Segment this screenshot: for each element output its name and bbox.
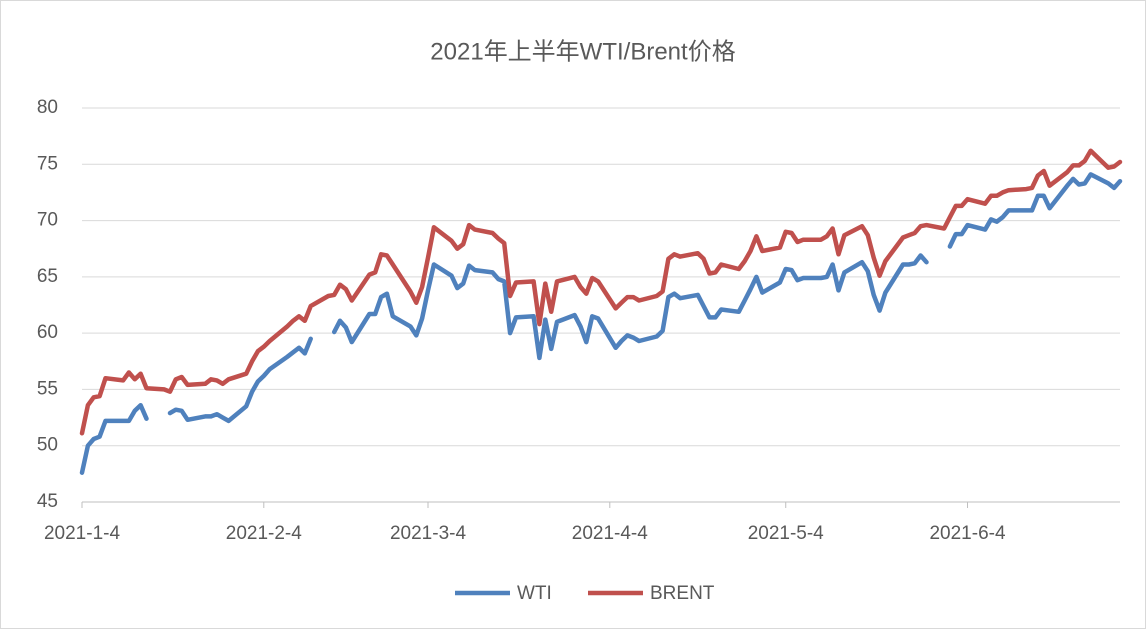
y-tick-label: 55	[37, 378, 58, 399]
y-tick-label: 75	[37, 153, 58, 174]
x-tick-label: 2021-2-4	[226, 523, 302, 544]
x-tick-label: 2021-5-4	[748, 523, 824, 544]
x-tick-label: 2021-4-4	[572, 523, 648, 544]
x-tick-label: 2021-1-4	[44, 523, 120, 544]
x-tick-label: 2021-6-4	[929, 523, 1005, 544]
y-tick-label: 80	[37, 97, 58, 118]
legend-label: BRENT	[650, 583, 715, 604]
y-tick-label: 65	[37, 266, 58, 287]
y-tick-label: 50	[37, 435, 58, 456]
line-series	[79, 148, 1123, 436]
legend-label: WTI	[517, 583, 552, 604]
line-series	[79, 172, 1123, 475]
chart-title: 2021年上半年WTI/Brent价格	[430, 38, 735, 65]
y-tick-label: 45	[37, 491, 58, 512]
x-tick-label: 2021-3-4	[390, 523, 466, 544]
y-tick-label: 70	[37, 210, 58, 231]
y-tick-label: 60	[37, 322, 58, 343]
